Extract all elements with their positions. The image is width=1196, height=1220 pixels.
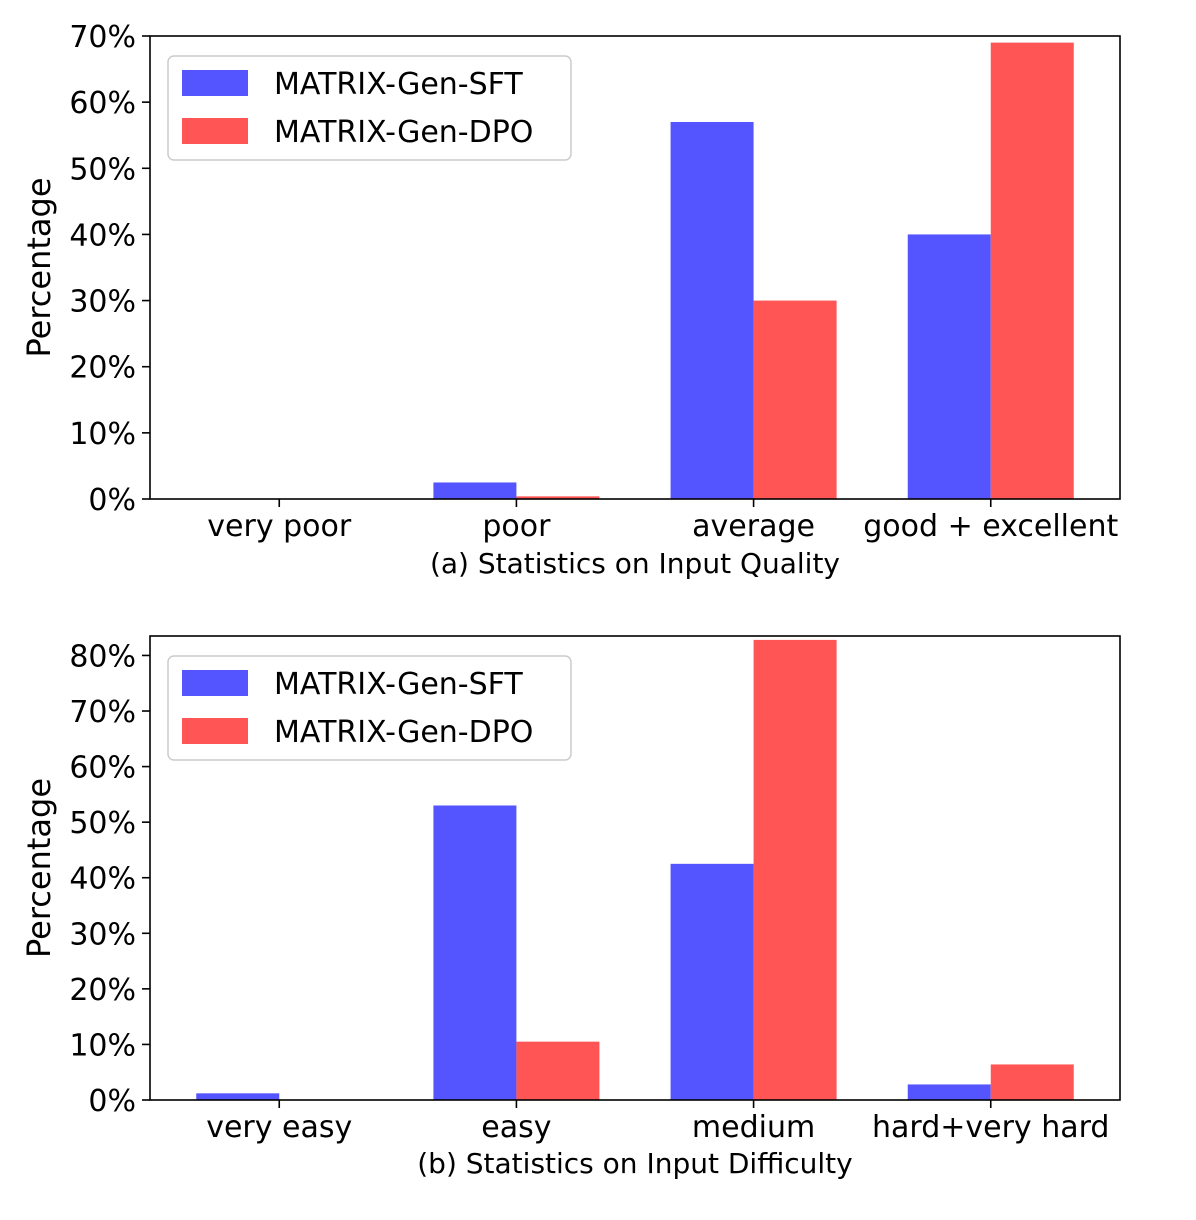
y-tick-label: 30% (69, 285, 136, 320)
x-tick-label: good + excellent (863, 509, 1118, 544)
bar-sft-easy (433, 805, 517, 1100)
bar-dpo-poor (516, 496, 600, 499)
y-axis-label: Percentage (20, 778, 58, 958)
bar-sft-very-easy (196, 1093, 280, 1100)
legend-label: MATRIX-Gen-DPO (274, 115, 533, 150)
panel-caption: (a) Statistics on Input Quality (430, 547, 840, 580)
bar-dpo-good-excellent (990, 42, 1074, 499)
y-tick-label: 60% (69, 751, 136, 786)
y-tick-label: 10% (69, 417, 136, 452)
legend-swatch (182, 718, 248, 744)
bar-dpo-easy (516, 1041, 600, 1100)
y-tick-label: 20% (69, 973, 136, 1008)
y-tick-label: 0% (88, 483, 136, 518)
legend-swatch (182, 70, 248, 96)
y-tick-label: 70% (69, 20, 136, 55)
legend-box (167, 55, 572, 161)
y-tick-label: 10% (69, 1028, 136, 1063)
y-tick-label: 80% (69, 639, 136, 674)
x-tick-label: very poor (207, 509, 352, 544)
legend-label: MATRIX-Gen-DPO (274, 715, 533, 750)
bar-dpo-hard-very-hard (990, 1064, 1074, 1100)
bar-sft-medium (670, 863, 754, 1100)
chart-panel-b: 0% 10% 20% 30% 40% 50% 60% 70% 80% very easy easy m… (20, 635, 1121, 1180)
chart-panel-a: 0% 10% 20% 30% 40% 50% 60% 70% very poor poor aver… (20, 20, 1121, 580)
y-axis-label: Percentage (20, 177, 58, 357)
x-tick-label: easy (481, 1110, 551, 1145)
bar-dpo-average (753, 300, 837, 499)
plot-frame (149, 635, 1121, 1101)
y-tick-label: 70% (69, 695, 136, 730)
x-tick-label: average (692, 509, 815, 544)
x-tick-label: medium (692, 1110, 815, 1145)
y-tick-label: 60% (69, 86, 136, 121)
x-tick-label: poor (482, 509, 551, 544)
y-tick-label: 50% (69, 152, 136, 187)
legend: MATRIX-Gen-SFT MATRIX-Gen-DPO (167, 655, 572, 761)
y-tick-label: 0% (88, 1084, 136, 1119)
bar-dpo-medium (753, 639, 837, 1100)
y-tick-label: 40% (69, 218, 136, 253)
legend-label: MATRIX-Gen-SFT (274, 667, 523, 702)
panel-caption: (b) Statistics on Input Difficulty (417, 1147, 852, 1180)
y-tick-label: 50% (69, 806, 136, 841)
x-tick-label: very easy (206, 1110, 352, 1145)
x-tick-label: hard+very hard (872, 1110, 1109, 1145)
legend: MATRIX-Gen-SFT MATRIX-Gen-DPO (167, 55, 572, 161)
legend-swatch (182, 118, 248, 144)
bar-sft-average (670, 121, 754, 499)
legend-label: MATRIX-Gen-SFT (274, 67, 523, 102)
bar-sft-poor (433, 482, 517, 499)
y-tick-label: 40% (69, 862, 136, 897)
legend-box (167, 655, 572, 761)
y-tick-label: 30% (69, 917, 136, 952)
y-tick-label: 20% (69, 351, 136, 386)
bar-sft-hard-very-hard (907, 1084, 991, 1100)
plot-frame (149, 35, 1121, 500)
bar-sft-good-excellent (907, 234, 991, 499)
legend-swatch (182, 670, 248, 696)
